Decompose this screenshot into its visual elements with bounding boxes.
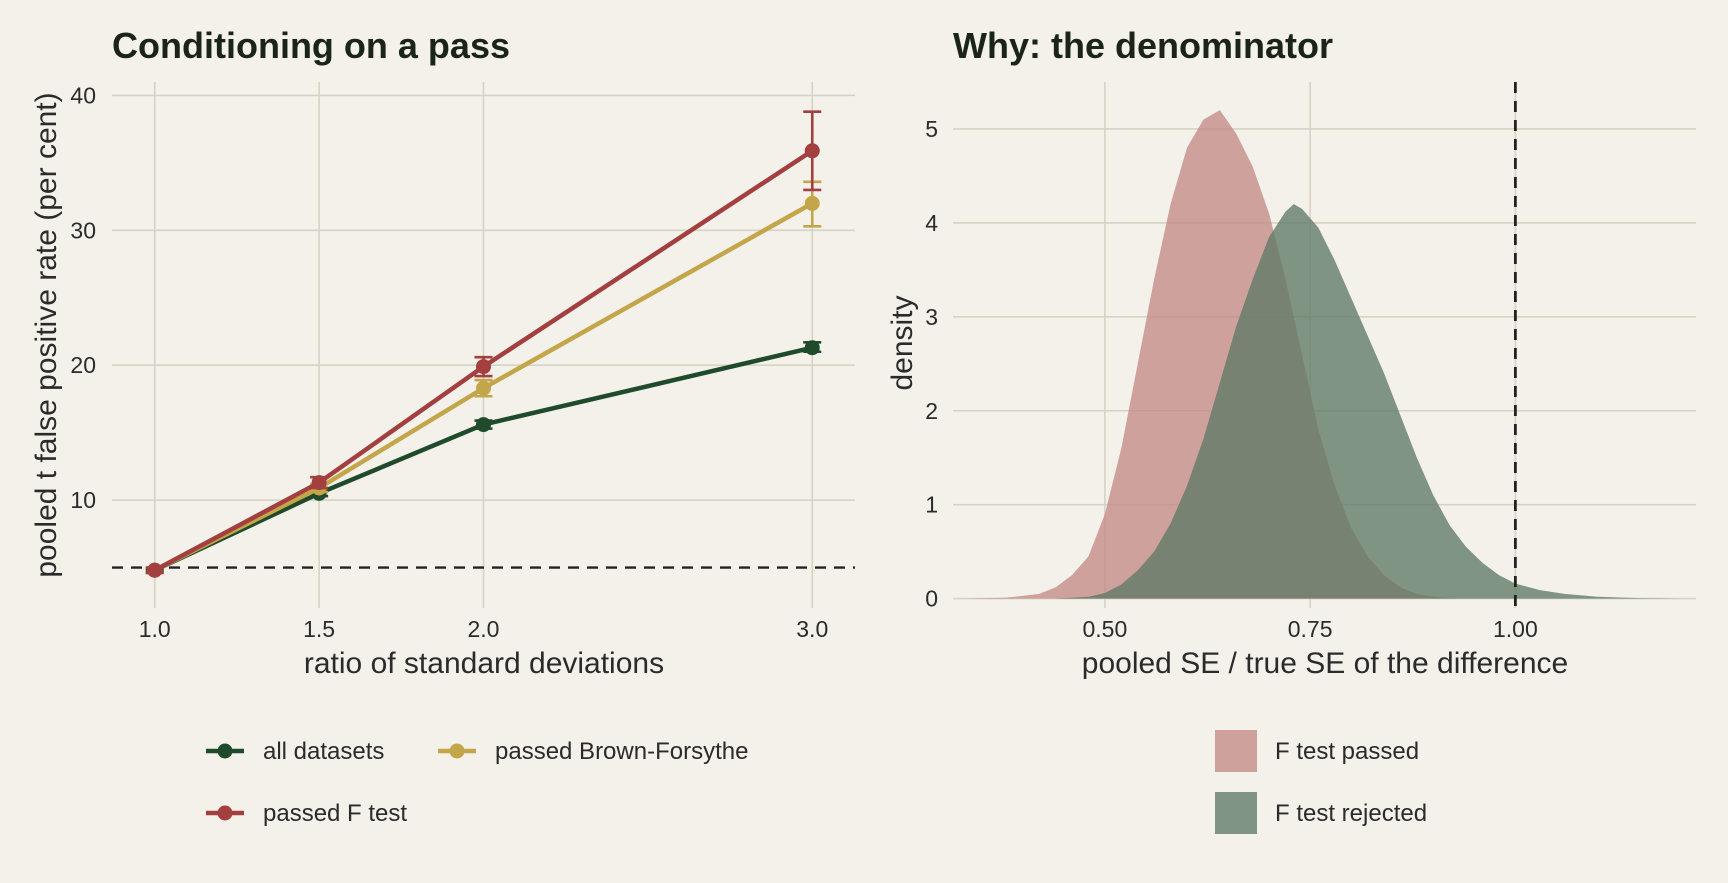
legend-key-swatch-f-test-rejected xyxy=(1215,792,1257,834)
point-passed-brown-forsythe-3 xyxy=(804,195,820,211)
left-y-tick-labels: 10 20 30 40 xyxy=(70,82,96,513)
left-x-tick-2: 2.0 xyxy=(468,616,500,642)
right-y-tick-labels: 0 1 2 3 4 5 xyxy=(925,116,938,612)
right-panel: Why: the denominator 0 1 2 3 4 5 0.50 0.75 1.00… xyxy=(886,25,1696,834)
left-legend: all datasets passed F test passed Brown-Fo… xyxy=(206,738,748,827)
right-x-tick-2: 1.00 xyxy=(1493,616,1538,642)
right-y-tick-0: 0 xyxy=(925,586,938,612)
right-y-tick-4: 4 xyxy=(925,210,938,236)
right-y-tick-2: 2 xyxy=(925,398,938,424)
right-y-tick-1: 1 xyxy=(925,492,938,518)
legend-label-passed-f-test: passed F test xyxy=(263,800,407,827)
left-x-tick-3: 3.0 xyxy=(796,616,828,642)
left-y-axis-label: pooled t false positive rate (per cent) xyxy=(30,92,63,577)
legend-key-point-passed-f-test xyxy=(217,805,233,821)
left-x-tick-1: 1.5 xyxy=(303,616,335,642)
point-passed-f-test-1 xyxy=(311,475,327,491)
legend-item-passed-f-test: passed F test xyxy=(206,800,407,827)
line-all-datasets xyxy=(153,345,813,573)
line-passed-f-test xyxy=(153,148,814,573)
right-x-tick-1: 0.75 xyxy=(1288,616,1333,642)
left-y-tick-10: 10 xyxy=(70,487,96,513)
right-y-axis-label: density xyxy=(886,295,919,390)
left-series-group xyxy=(145,110,822,578)
legend-label-f-test-passed: F test passed xyxy=(1275,738,1419,765)
point-passed-f-test-2 xyxy=(476,359,491,375)
left-y-tick-30: 30 xyxy=(70,217,96,243)
left-panel: Conditioning on a pass 10 20 30 40 1.0 1.5 2.… xyxy=(30,25,855,827)
right-x-axis-label: pooled SE / true SE of the difference xyxy=(1082,647,1568,680)
right-legend: F test passed F test rejected xyxy=(1215,730,1427,834)
left-x-tick-0: 1.0 xyxy=(139,616,171,642)
legend-item-all-datasets: all datasets xyxy=(206,738,384,765)
legend-key-point-all-datasets xyxy=(217,743,233,759)
right-density-areas xyxy=(965,110,1680,599)
density-area-f-test-passed xyxy=(965,110,1458,599)
legend-item-passed-brown-forsythe: passed Brown-Forsythe xyxy=(438,738,748,765)
right-y-tick-3: 3 xyxy=(925,304,938,330)
point-passed-brown-forsythe-2 xyxy=(476,380,491,396)
right-x-tick-labels: 0.50 0.75 1.00 xyxy=(1083,616,1538,642)
legend-item-f-test-passed: F test passed xyxy=(1215,730,1419,772)
legend-key-point-passed-brown-forsythe xyxy=(449,743,465,759)
legend-item-f-test-rejected: F test rejected xyxy=(1215,792,1427,834)
point-all-datasets-2 xyxy=(476,417,491,433)
left-x-tick-labels: 1.0 1.5 2.0 3.0 xyxy=(139,616,829,642)
line-passed-brown-forsythe xyxy=(153,201,814,573)
left-y-tick-20: 20 xyxy=(70,352,96,378)
legend-label-all-datasets: all datasets xyxy=(263,738,384,765)
legend-key-swatch-f-test-passed xyxy=(1215,730,1257,772)
density-area-f-test-rejected xyxy=(1055,204,1680,599)
point-all-datasets-3 xyxy=(804,340,820,356)
left-y-tick-40: 40 xyxy=(70,82,96,108)
right-y-tick-5: 5 xyxy=(925,116,938,142)
point-passed-f-test-3 xyxy=(804,143,820,159)
right-x-tick-0: 0.50 xyxy=(1083,616,1128,642)
series-passed-f-test xyxy=(145,110,822,578)
legend-label-f-test-rejected: F test rejected xyxy=(1275,800,1427,827)
left-x-axis-label: ratio of standard deviations xyxy=(304,647,664,680)
right-title: Why: the denominator xyxy=(953,25,1333,66)
left-title: Conditioning on a pass xyxy=(112,25,510,66)
point-passed-f-test-0 xyxy=(147,562,163,578)
legend-label-passed-brown-forsythe: passed Brown-Forsythe xyxy=(495,738,748,765)
